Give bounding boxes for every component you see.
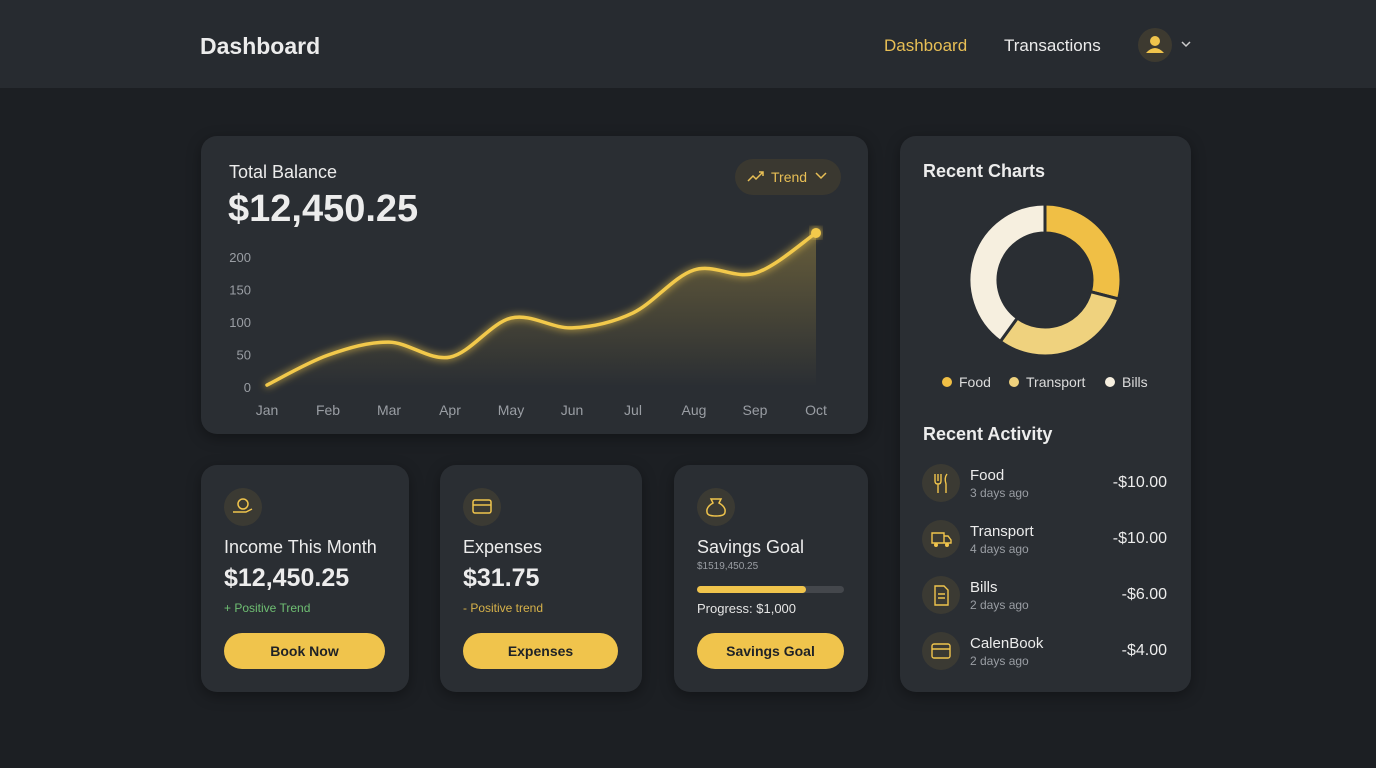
card-button[interactable]: Savings Goal (697, 633, 844, 669)
activity-time: 4 days ago (970, 542, 1029, 556)
y-tick-label: 50 (237, 348, 251, 363)
x-tick-label: Oct (805, 402, 827, 418)
activity-icon (922, 520, 960, 558)
x-tick-label: Jan (256, 402, 279, 418)
y-tick-label: 150 (229, 283, 251, 298)
card-icon (224, 488, 262, 526)
trend-label: Trend (771, 169, 808, 185)
card-note: Progress: $1,000 (697, 601, 797, 616)
icon-glyph (233, 498, 253, 513)
chevron (815, 172, 827, 180)
line-chart: 0 50 100 150 200 Jan Feb Mar Apr May Jun Jul Aug Sep O… (229, 227, 827, 418)
activity-name: Food (970, 467, 1005, 484)
app-title: Dashboard (200, 33, 321, 59)
activity-title: Recent Activity (923, 424, 1053, 444)
trend-button[interactable]: Trend (735, 159, 841, 195)
card-button[interactable]: Book Now (224, 633, 385, 669)
card-title: Income This Month (224, 537, 377, 557)
x-tick-label: Mar (377, 402, 401, 418)
activity-icon (922, 464, 960, 502)
icon-glyph (931, 532, 952, 547)
progress-track (697, 586, 844, 593)
card-note: - Positive trend (463, 601, 544, 615)
activity-time: 2 days ago (970, 598, 1029, 612)
legend-swatch (1105, 377, 1115, 387)
card-title: Savings Goal (697, 537, 805, 557)
legend-swatch (1009, 377, 1019, 387)
icon-glyph (934, 585, 949, 606)
summary-card: Savings Goal $1519,450.25 Progress: $1,000… (674, 465, 868, 692)
activity-name: Bills (970, 579, 998, 596)
activity-amount: -$4.00 (1121, 642, 1167, 659)
legend-label: Bills (1122, 374, 1148, 390)
donut-slice (1043, 202, 1123, 301)
x-tick-label: Sep (743, 402, 768, 418)
y-tick-label: 200 (229, 250, 251, 265)
icon-glyph (472, 499, 492, 514)
icon-glyph (931, 643, 951, 659)
y-tick-label: 0 (244, 380, 251, 395)
x-tick-label: Jul (624, 402, 642, 418)
x-tick-label: Feb (316, 402, 340, 418)
activity-name: Transport (970, 523, 1034, 540)
card-button[interactable]: Expenses (463, 633, 618, 669)
user-menu[interactable] (1138, 28, 1198, 64)
progress-fill (697, 586, 806, 593)
activity-time: 2 days ago (970, 654, 1029, 668)
activity-amount: -$10.00 (1112, 474, 1167, 491)
summary-card: Expenses $31.75 - Positive trend Expenses (440, 465, 642, 692)
balance-card: Total Balance $12,450.25 Trend 0 50 100 150… (201, 136, 868, 434)
icon-glyph (706, 498, 726, 517)
x-tick-label: May (498, 402, 524, 418)
donut-slice (967, 202, 1047, 344)
donut-chart: Recent Charts Food Transport Bills (923, 161, 1148, 390)
activity-amount: -$6.00 (1121, 586, 1167, 603)
card-icon (463, 488, 501, 526)
side-card: Recent Charts Food Transport Bills Recent A… (900, 136, 1191, 692)
card-note: + Positive Trend (224, 601, 311, 615)
activity-icon (922, 576, 960, 614)
card-sub: $1519,450.25 (697, 561, 759, 572)
end-point (811, 227, 821, 238)
header: Dashboard Dashboard Transactions (0, 0, 1376, 88)
activity-amount: -$10.00 (1112, 530, 1167, 547)
trend-icon (747, 171, 764, 182)
line (265, 231, 818, 387)
y-tick-label: 100 (229, 315, 251, 330)
legend-label: Food (959, 374, 991, 390)
balance-label: Total Balance (229, 162, 338, 182)
legend-swatch (942, 377, 952, 387)
card-amount: $12,450.25 (224, 564, 350, 592)
activity-time: 3 days ago (970, 486, 1029, 500)
nav-link[interactable]: Dashboard (884, 36, 968, 55)
donut-slice (998, 289, 1121, 358)
card-title: Expenses (463, 537, 543, 557)
summary-card: Income This Month $12,450.25 + Positive Tr… (201, 465, 409, 692)
chart-title: Recent Charts (923, 161, 1045, 181)
card-icon (697, 488, 735, 526)
icon-glyph (934, 473, 948, 493)
legend-label: Transport (1026, 374, 1086, 390)
x-tick-label: Jun (561, 402, 584, 418)
nav-link[interactable]: Transactions (1004, 36, 1101, 55)
balance-amount: $12,450.25 (228, 188, 419, 230)
card-amount: $31.75 (463, 564, 540, 592)
x-tick-label: Apr (439, 402, 461, 418)
activity-icon (922, 632, 960, 670)
area (267, 232, 816, 387)
activity-name: CalenBook (970, 635, 1044, 652)
x-tick-label: Aug (682, 402, 707, 418)
